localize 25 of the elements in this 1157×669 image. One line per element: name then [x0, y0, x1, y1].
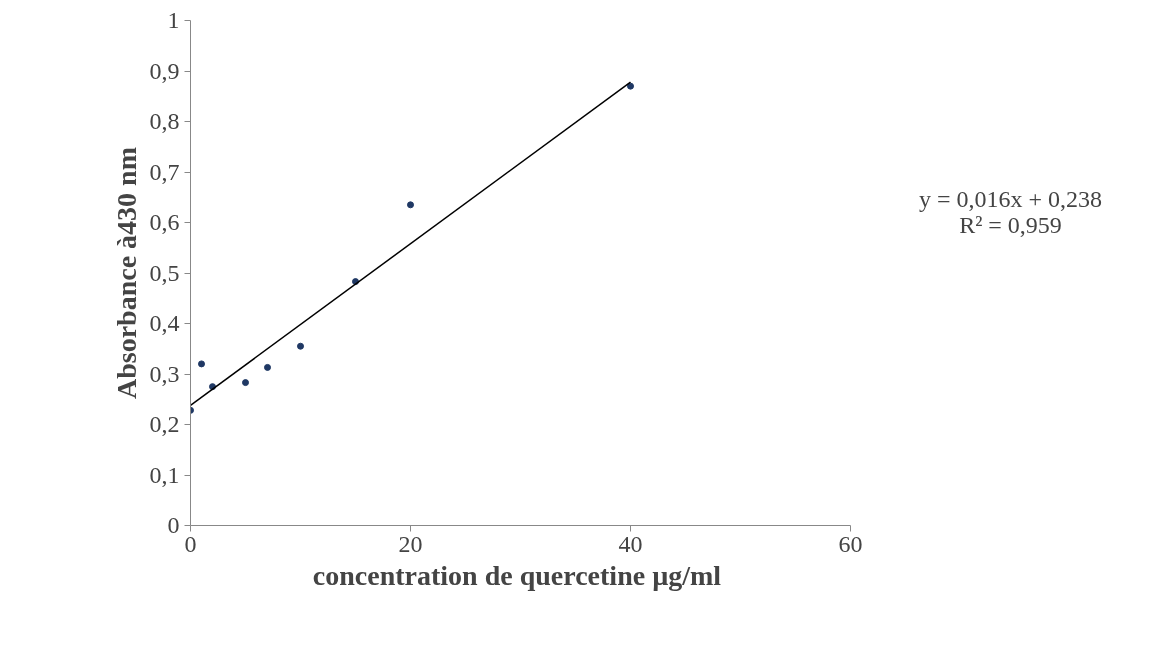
y-tick-label: 0,2: [149, 411, 180, 437]
y-tick-label: 0,9: [149, 57, 180, 84]
point: [198, 360, 205, 368]
x-tick-label: 40: [618, 530, 643, 557]
y-tick-label: 0,4: [149, 310, 180, 336]
point: [297, 342, 304, 350]
y-tick-label: 0,7: [149, 158, 180, 185]
y-tick-label: 0,6: [149, 209, 180, 235]
x-tick-label: 0: [184, 530, 197, 557]
y-tick-label: 0,5: [149, 259, 180, 286]
text: R² = 0,959: [959, 211, 1062, 238]
y-tick-label: 0,8: [149, 108, 180, 134]
y-axis-title: Absorbance à430 nm: [110, 146, 142, 400]
y-tick-label: 0,3: [149, 360, 180, 387]
point: [407, 201, 414, 209]
text: y = 0,016x + 0,238: [918, 186, 1103, 213]
point: [264, 363, 271, 371]
y-tick-label: 0,1: [149, 461, 180, 488]
point: [627, 82, 634, 90]
x-tick-label: 60: [838, 530, 863, 557]
point: [242, 379, 249, 387]
y-tick-label: 1: [167, 7, 180, 33]
y-tick-label: 0: [167, 512, 180, 538]
x-axis-title: concentration de quercetine µg/ml: [312, 559, 722, 591]
x-tick-label: 20: [398, 530, 423, 557]
